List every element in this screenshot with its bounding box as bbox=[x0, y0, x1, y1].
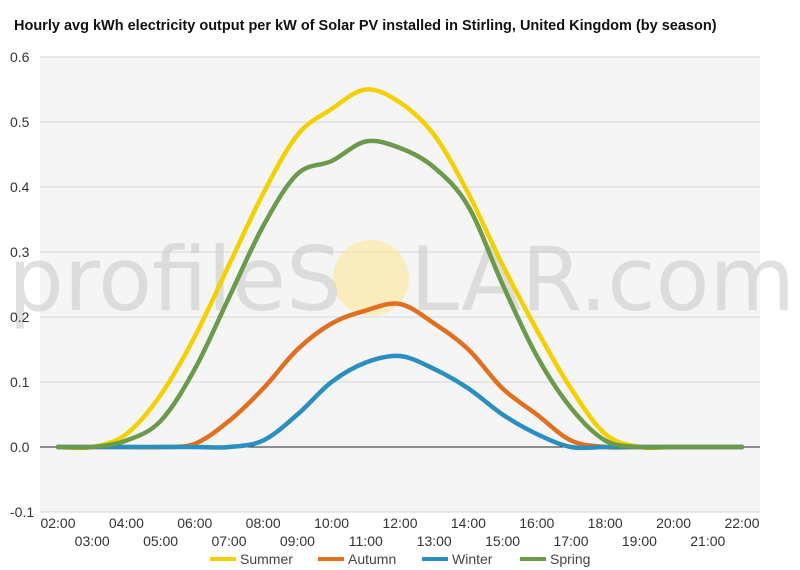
x-tick-label: 03:00 bbox=[75, 533, 110, 549]
y-tick-label: 0.6 bbox=[10, 49, 30, 65]
x-tick-label: 07:00 bbox=[211, 533, 246, 549]
x-tick-label: 18:00 bbox=[588, 515, 623, 531]
x-tick-label: 19:00 bbox=[622, 533, 657, 549]
chart-title: Hourly avg kWh electricity output per kW… bbox=[14, 18, 717, 34]
x-tick-label: 11:00 bbox=[349, 533, 383, 549]
watermark-sun-icon bbox=[333, 240, 409, 316]
legend: Summer Autumn Winter Spring bbox=[210, 551, 590, 567]
x-tick-label: 15:00 bbox=[485, 533, 520, 549]
y-tick-label: 0.4 bbox=[10, 179, 30, 195]
y-tick-label: 0.1 bbox=[10, 374, 30, 390]
legend-label-autumn: Autumn bbox=[348, 551, 396, 567]
x-tick-label: 14:00 bbox=[451, 515, 486, 531]
x-tick-label: 04:00 bbox=[109, 515, 144, 531]
x-tick-label: 10:00 bbox=[314, 515, 349, 531]
y-tick-label: 0.2 bbox=[10, 309, 30, 325]
legend-label-winter: Winter bbox=[452, 551, 493, 567]
legend-label-summer: Summer bbox=[240, 551, 293, 567]
x-tick-label: 05:00 bbox=[143, 533, 178, 549]
watermark: profileS LAR.com bbox=[8, 228, 795, 331]
x-tick-label: 17:00 bbox=[553, 533, 588, 549]
watermark-text-right: LAR.com bbox=[410, 228, 795, 331]
legend-label-spring: Spring bbox=[550, 551, 590, 567]
y-tick-label: -0.1 bbox=[10, 504, 34, 520]
x-tick-label: 02:00 bbox=[40, 515, 75, 531]
x-tick-label: 20:00 bbox=[656, 515, 691, 531]
x-tick-label: 09:00 bbox=[280, 533, 315, 549]
x-tick-label: 21:00 bbox=[690, 533, 725, 549]
y-tick-label: 0.5 bbox=[10, 114, 30, 130]
x-tick-label: 13:00 bbox=[417, 533, 452, 549]
watermark-text-left: profileS bbox=[8, 228, 342, 331]
y-tick-label: 0.3 bbox=[10, 244, 30, 260]
x-tick-label: 22:00 bbox=[724, 515, 759, 531]
x-tick-label: 06:00 bbox=[177, 515, 212, 531]
x-tick-label: 16:00 bbox=[519, 515, 554, 531]
x-tick-label: 08:00 bbox=[246, 515, 281, 531]
series-line-spring bbox=[55, 138, 745, 450]
series-layer bbox=[55, 87, 745, 451]
y-tick-label: 0.0 bbox=[10, 439, 30, 455]
x-tick-label: 12:00 bbox=[382, 515, 417, 531]
